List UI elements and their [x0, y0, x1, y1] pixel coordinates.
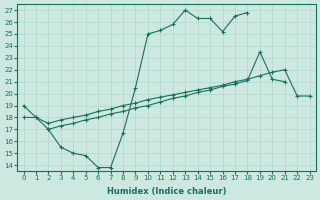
X-axis label: Humidex (Indice chaleur): Humidex (Indice chaleur) [107, 187, 226, 196]
